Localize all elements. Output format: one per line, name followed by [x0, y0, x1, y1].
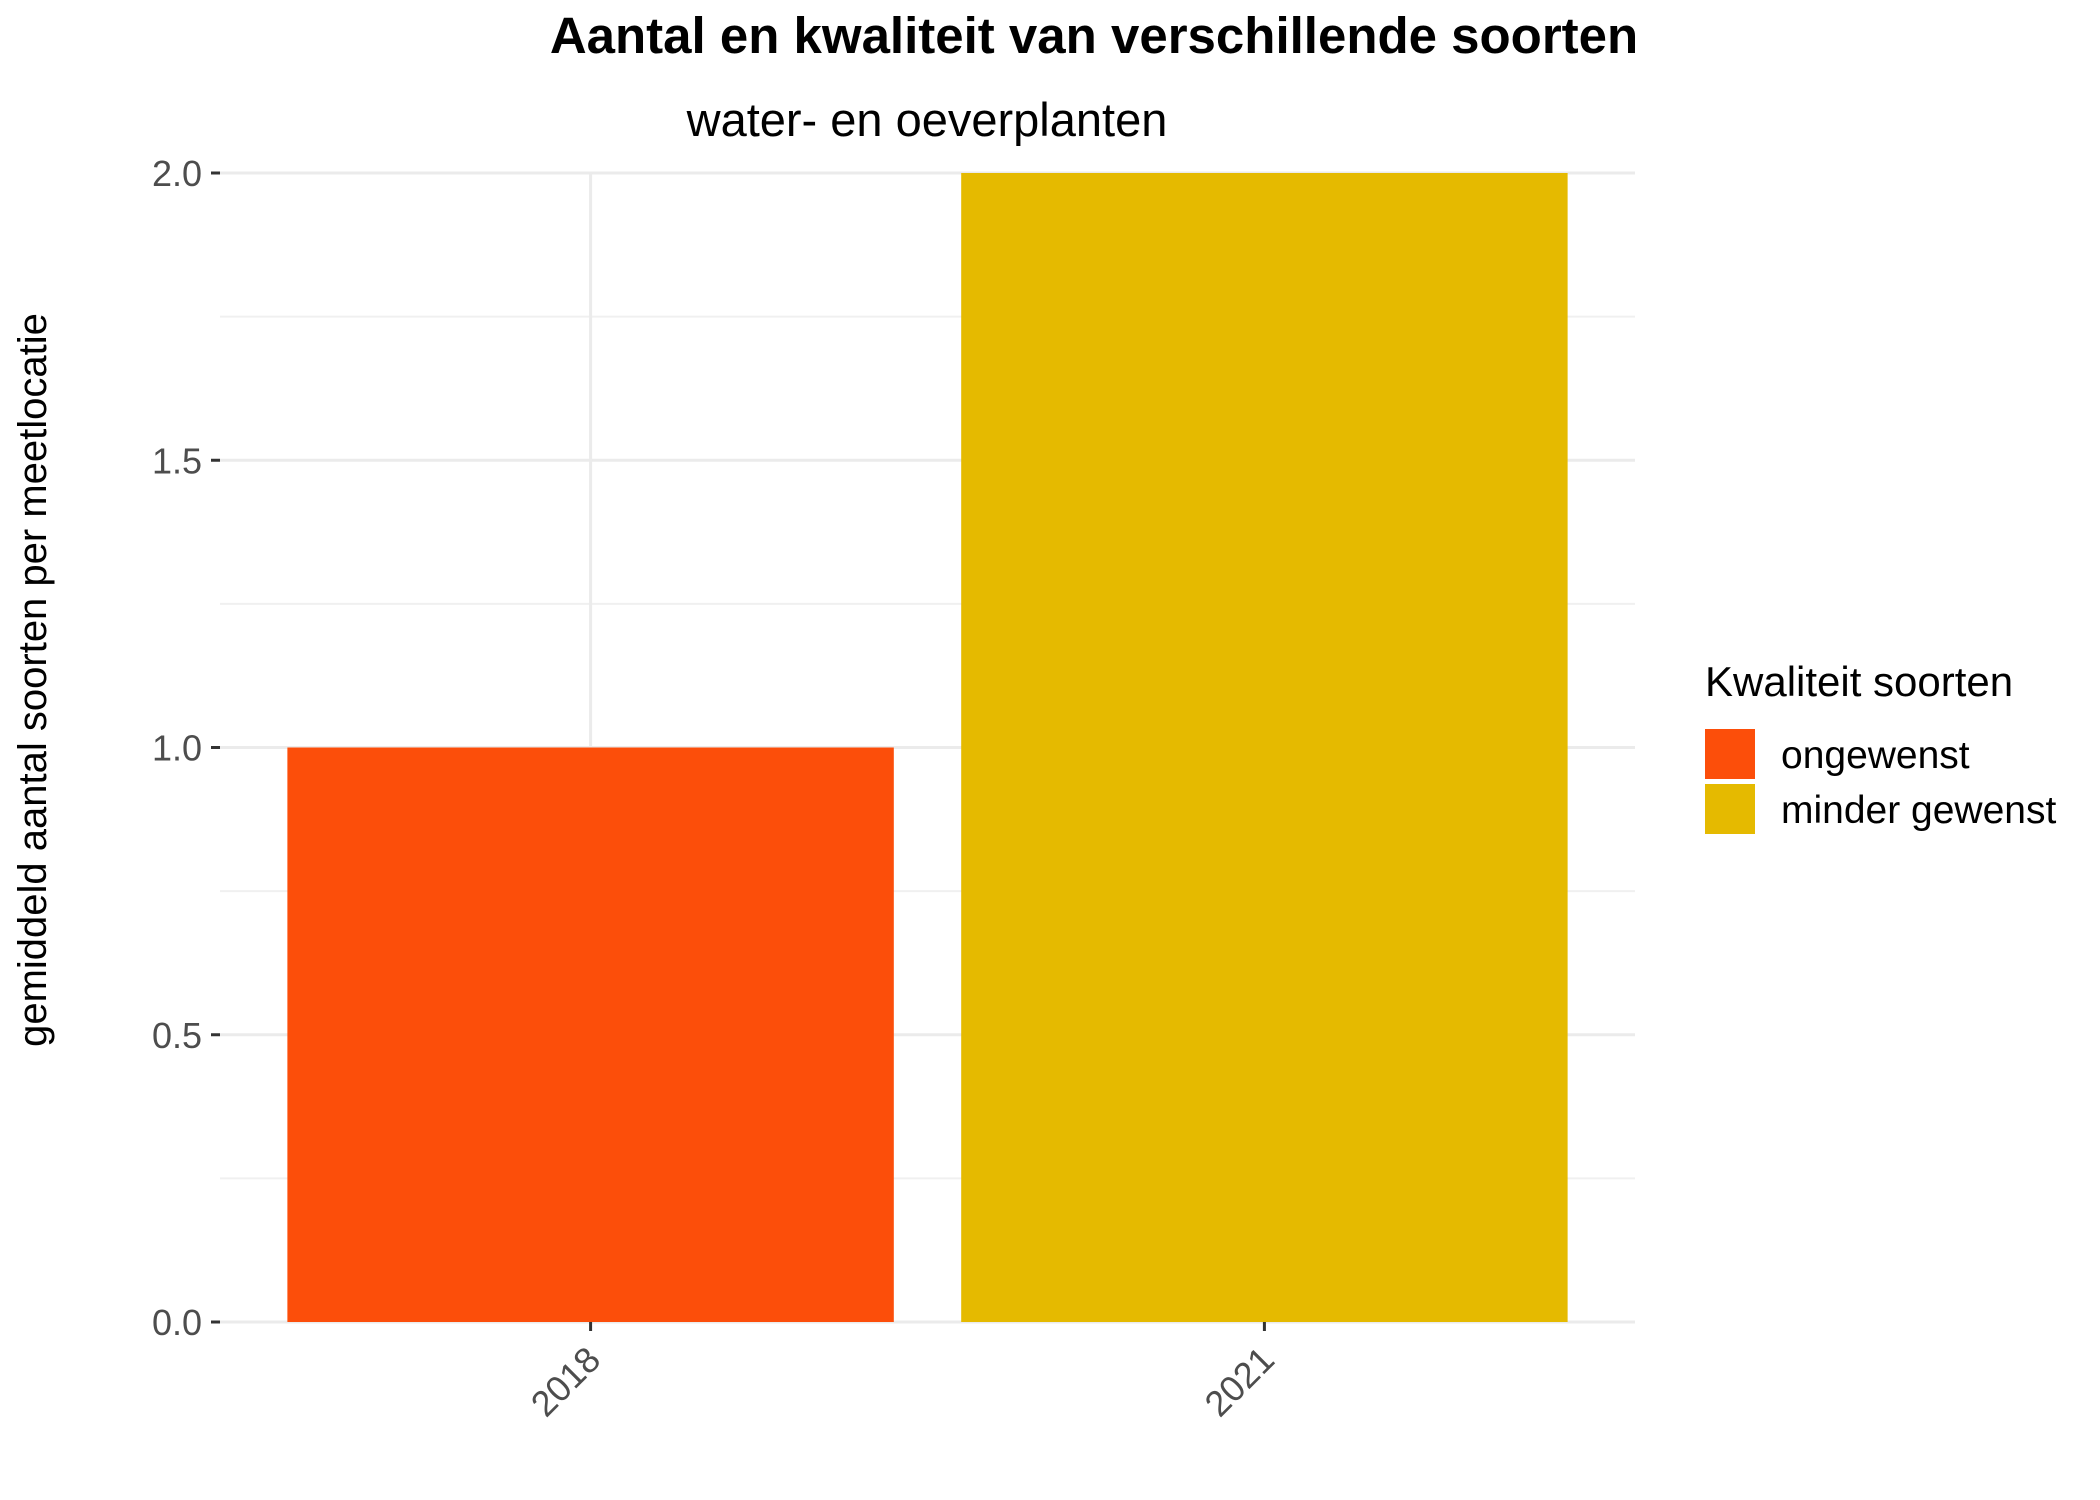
legend-title: Kwaliteit soorten [1705, 658, 2013, 705]
bar-2018 [287, 747, 894, 1322]
y-axis-title: gemiddeld aantal soorten per meetlocatie [11, 313, 55, 1047]
legend-label-ongewenst: ongewenst [1781, 734, 1970, 777]
chart-subtitle: water- en oeverplanten [686, 93, 1168, 146]
y-tick-label: 2.0 [152, 153, 202, 194]
legend-label-minder-gewenst: minder gewenst [1781, 789, 2056, 832]
bars [287, 173, 1568, 1322]
y-tick-label: 1.0 [152, 728, 202, 769]
y-tick-label: 1.5 [152, 440, 202, 481]
chart-title: Aantal en kwaliteit van verschillende so… [550, 7, 1638, 64]
legend: Kwaliteit soorten ongewenst minder gewen… [1705, 658, 2056, 834]
y-tick-label: 0.0 [152, 1302, 202, 1343]
legend-swatch-ongewenst [1705, 729, 1755, 779]
bar-2021 [961, 173, 1568, 1322]
y-tick-label: 0.5 [152, 1015, 202, 1056]
x-tick-label: 2021 [1196, 1339, 1282, 1425]
x-tick-label: 2018 [523, 1339, 609, 1425]
legend-swatch-minder-gewenst [1705, 784, 1755, 834]
